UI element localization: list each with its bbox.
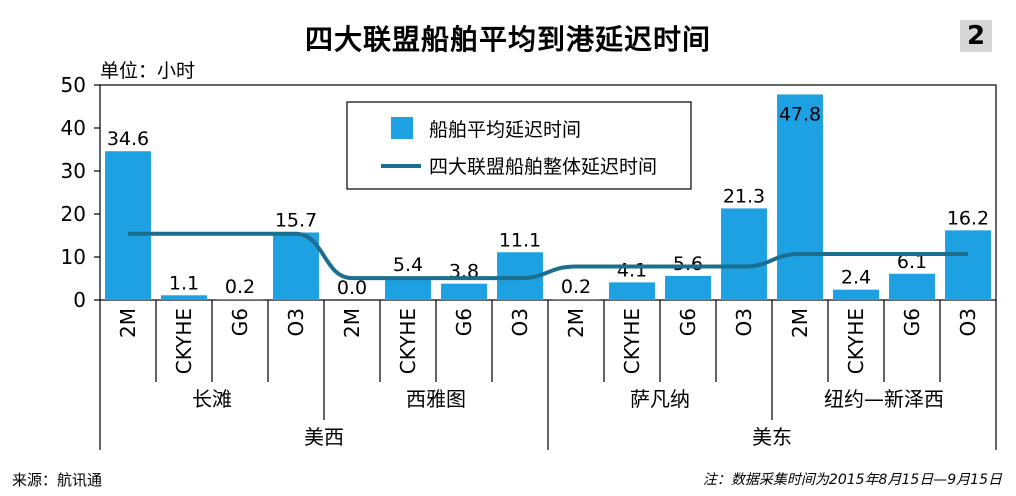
bar-value-label-5: 5.4 — [393, 254, 423, 276]
page-number-badge: 2 — [960, 20, 992, 52]
bar-value-label-11: 21.3 — [723, 185, 765, 207]
bar-value-label-4: 0.0 — [337, 277, 367, 299]
port-label-0: 长滩 — [192, 387, 232, 411]
category-label-1: CKYHE — [172, 308, 196, 374]
bar-value-label-14: 6.1 — [897, 251, 927, 273]
bar-1 — [161, 295, 207, 300]
category-label-2: G6 — [228, 308, 252, 336]
region-label-0: 美西 — [304, 425, 344, 449]
y-tick-label-0: 0 — [73, 288, 86, 312]
category-label-7: O3 — [508, 308, 532, 336]
legend-bar-swatch — [391, 117, 413, 139]
bar-value-label-13: 2.4 — [841, 267, 871, 289]
category-label-15: O3 — [956, 308, 980, 336]
legend-line-label: 四大联盟船舶整体延迟时间 — [429, 156, 657, 178]
region-label-1: 美东 — [752, 425, 792, 449]
bar-5 — [385, 276, 431, 300]
bar-8 — [553, 299, 599, 300]
source-note: 来源：航讯通 — [12, 471, 103, 489]
bar-14 — [889, 273, 935, 300]
bar-2 — [217, 299, 263, 300]
bar-6 — [441, 283, 487, 300]
bar-value-label-15: 16.2 — [947, 207, 989, 229]
chart-title: 四大联盟船舶平均到港延迟时间 — [304, 23, 711, 56]
date-note: 注：数据采集时间为2015年8月15日—9月15日 — [702, 472, 1002, 488]
bar-value-label-0: 34.6 — [107, 128, 149, 150]
category-label-4: 2M — [340, 308, 364, 338]
bar-0 — [105, 151, 151, 300]
bar-3 — [273, 232, 319, 300]
legend-box — [346, 101, 692, 190]
category-label-11: O3 — [732, 308, 756, 336]
bar-value-label-9: 4.1 — [617, 259, 647, 281]
bar-11 — [721, 208, 767, 300]
category-label-14: G6 — [900, 308, 924, 336]
bar-13 — [833, 289, 879, 300]
port-label-1: 西雅图 — [406, 387, 466, 411]
unit-label: 单位：小时 — [100, 60, 196, 82]
y-tick-label-5: 50 — [61, 73, 86, 97]
category-label-9: CKYHE — [620, 308, 644, 374]
category-label-5: CKYHE — [396, 308, 420, 374]
port-label-2: 萨凡纳 — [630, 387, 690, 411]
y-tick-label-2: 20 — [61, 202, 86, 226]
y-tick-label-4: 40 — [61, 116, 86, 140]
port-label-3: 纽约—新泽西 — [824, 387, 944, 411]
category-label-6: G6 — [452, 308, 476, 336]
bar-value-label-8: 0.2 — [561, 276, 591, 298]
bar-9 — [609, 282, 655, 300]
bar-value-label-7: 11.1 — [499, 229, 541, 251]
category-label-13: CKYHE — [844, 308, 868, 374]
category-label-12: 2M — [788, 308, 812, 338]
bar-value-label-2: 0.2 — [225, 276, 255, 298]
bar-value-label-12: 47.8 — [779, 103, 821, 125]
bar-value-label-3: 15.7 — [275, 209, 317, 231]
category-label-10: G6 — [676, 308, 700, 336]
category-label-8: 2M — [564, 308, 588, 338]
y-tick-label-1: 10 — [61, 245, 86, 269]
bar-15 — [945, 230, 991, 300]
y-tick-label-3: 30 — [61, 159, 86, 183]
bar-12 — [777, 94, 823, 301]
bar-value-label-1: 1.1 — [169, 272, 199, 294]
bar-value-label-10: 5.6 — [673, 253, 703, 275]
category-label-0: 2M — [116, 308, 140, 338]
legend-bar-label: 船舶平均延迟时间 — [429, 119, 581, 141]
category-label-3: O3 — [284, 308, 308, 336]
bar-10 — [665, 275, 711, 300]
overall-delay-line — [128, 231, 968, 281]
